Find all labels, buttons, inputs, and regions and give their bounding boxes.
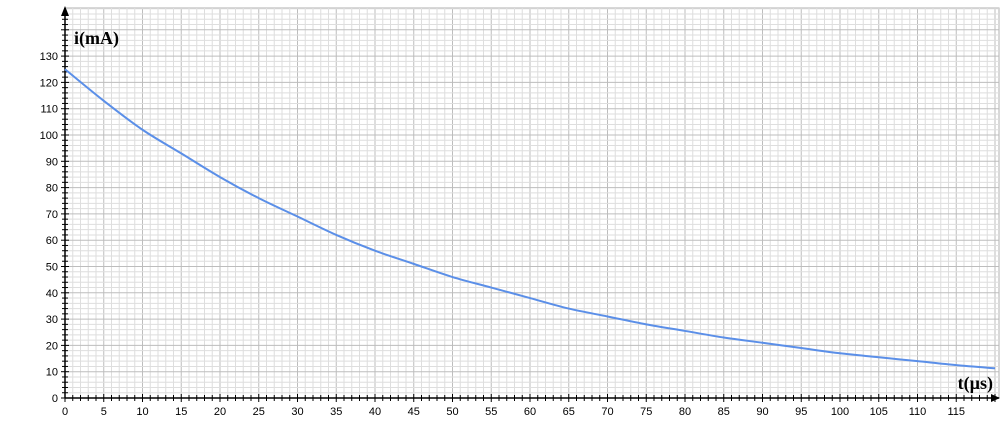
y-tick-label: 70 [46,209,58,221]
x-tick-label: 100 [831,406,849,418]
x-tick-label: 70 [601,406,613,418]
y-tick-label: 20 [46,340,58,352]
x-tick-label: 20 [214,406,226,418]
x-tick-label: 30 [291,406,303,418]
axes [61,6,1000,402]
x-tick-label: 60 [524,406,536,418]
x-tick-label: 115 [947,406,965,418]
x-tick-label: 75 [640,406,652,418]
y-tick-label: 120 [40,77,58,89]
x-tick-label: 110 [909,406,927,418]
y-tick-label: 100 [40,130,58,142]
x-tick-label: 5 [101,406,107,418]
y-tick-label: 50 [46,262,58,274]
series [64,68,996,370]
y-tick-label: 110 [40,104,58,116]
y-tick-label: 40 [46,288,58,300]
y-tick-label: 30 [46,314,58,326]
x-tick-label: 105 [870,406,888,418]
x-tick-label: 40 [369,406,381,418]
x-tick-label: 55 [485,406,497,418]
x-tick-label: 45 [408,406,420,418]
x-tick-label: 95 [795,406,807,418]
y-tick-label: 130 [40,51,58,63]
x-tick-label: 80 [679,406,691,418]
x-tick-label: 85 [718,406,730,418]
y-tick-label: 0 [52,393,58,405]
series-line [64,68,996,370]
x-tick-label: 15 [175,406,187,418]
y-tick-label: 60 [46,235,58,247]
y-tick-label: 90 [46,156,58,168]
x-tick-label: 10 [136,406,148,418]
y-tick-label: 10 [46,367,58,379]
x-tick-label: 0 [62,406,68,418]
x-tick-label: 50 [446,406,458,418]
y-tick-label: 80 [46,183,58,195]
x-axis-title: t(µs) [958,373,993,394]
y-axis-arrow [61,6,69,16]
grid [64,7,1000,399]
x-tick-label: 90 [756,406,768,418]
x-tick-label: 65 [563,406,575,418]
tick-labels: 0 5 10 15 20 25 30 35 40 45 50 55 60 65 70 75 80 85 90 95 10… [40,51,965,418]
x-tick-label: 25 [253,406,265,418]
x-tick-label: 35 [330,406,342,418]
y-axis-title: i(mA) [74,28,119,49]
